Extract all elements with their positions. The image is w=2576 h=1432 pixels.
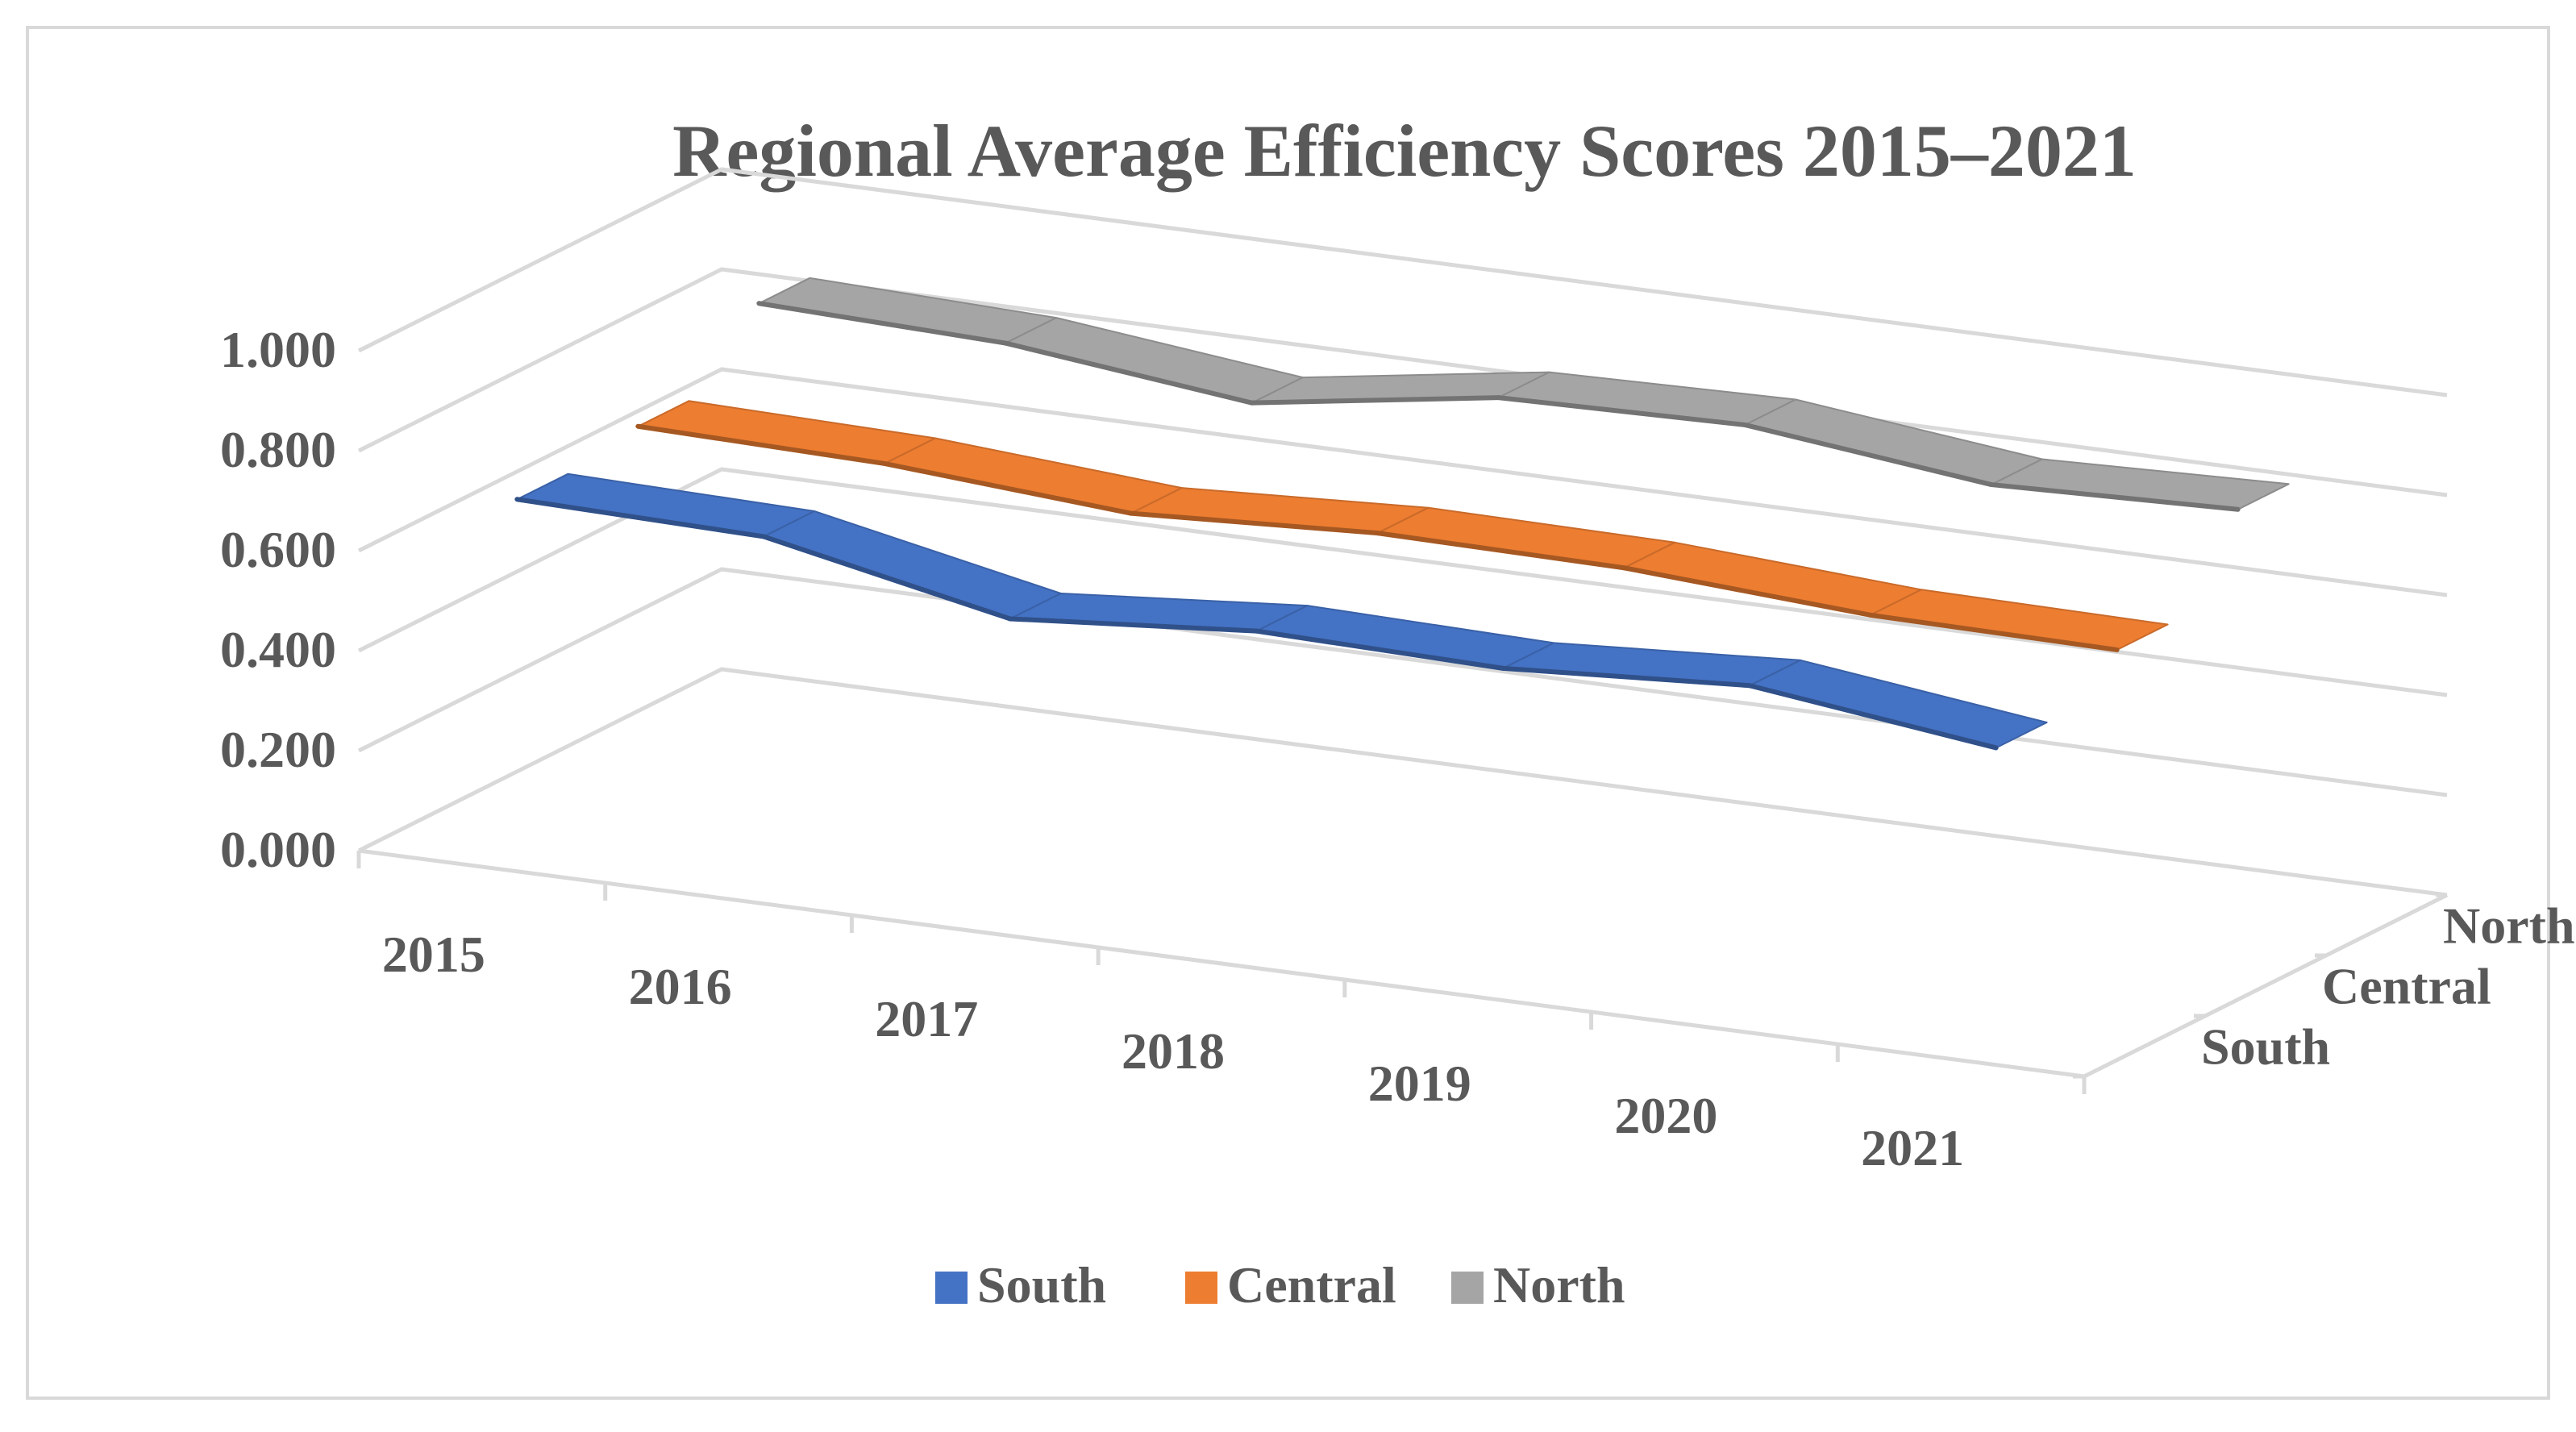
x-axis-line: [358, 848, 2085, 1079]
series-north-edge: [1003, 340, 1255, 406]
x-tick-label: 2018: [1122, 1022, 1225, 1080]
gridline: [357, 167, 2448, 398]
series-central-edge: [1375, 531, 1627, 571]
y-tick-label: 0.000: [220, 821, 336, 878]
x-tick-label: 2015: [382, 926, 485, 983]
series-north-edge: [1496, 395, 1748, 427]
series-central-edge: [1867, 612, 2120, 652]
series-south-edge: [1746, 683, 1999, 751]
legend-label-north: North: [1493, 1256, 1625, 1313]
depth-tick-label: South: [2201, 1018, 2330, 1076]
series-central-edge: [1128, 510, 1380, 536]
y-tick-label: 0.800: [220, 421, 336, 478]
y-tick-label: 0.200: [220, 721, 336, 778]
series-south-edge: [1007, 616, 1259, 634]
series-north-edge: [1742, 422, 1994, 488]
series-north-edge: [1249, 395, 1501, 406]
series-central-edge: [635, 423, 888, 466]
y-tick-label: 1.000: [220, 321, 336, 378]
gridline: [357, 367, 2448, 597]
series-south-edge: [761, 534, 1013, 622]
chart-border: [26, 26, 2550, 1400]
series-central-ribbon: [635, 400, 2169, 652]
series-north-ribbon: [756, 277, 2290, 512]
y-tick-label: 0.400: [220, 621, 336, 678]
series-south-edge: [514, 497, 767, 539]
x-tick-label: 2020: [1614, 1087, 1717, 1144]
chart-title: Regional Average Efficiency Scores 2015–…: [672, 110, 2137, 192]
gridline: [357, 567, 2448, 797]
series-central-edge: [882, 460, 1134, 516]
depth-axis-line: [2083, 893, 2449, 1079]
legend-swatch-north: [1451, 1272, 1484, 1304]
x-tick-label: 2021: [1861, 1119, 1964, 1176]
series-south-edge: [1254, 628, 1506, 671]
legend-label-south: South: [977, 1256, 1106, 1313]
x-tick-label: 2016: [629, 958, 732, 1015]
series-central-edge: [1621, 565, 1873, 618]
y-tick-label: 0.600: [220, 521, 336, 578]
x-tick-label: 2017: [875, 990, 978, 1047]
x-tick-label: 2019: [1368, 1055, 1471, 1112]
legend-label-central: Central: [1227, 1256, 1396, 1313]
series-south-ribbon: [514, 472, 2048, 751]
depth-tick-label: North: [2443, 897, 2575, 955]
series-south-edge: [1500, 665, 1752, 689]
gridline: [357, 467, 2448, 697]
depth-tick-label: Central: [2322, 958, 2491, 1015]
legend-swatch-central: [1185, 1272, 1217, 1304]
series-north-edge: [756, 301, 1009, 346]
legend-swatch-south: [935, 1272, 968, 1304]
gridline: [357, 667, 2448, 897]
series-north-edge: [1988, 482, 2241, 512]
